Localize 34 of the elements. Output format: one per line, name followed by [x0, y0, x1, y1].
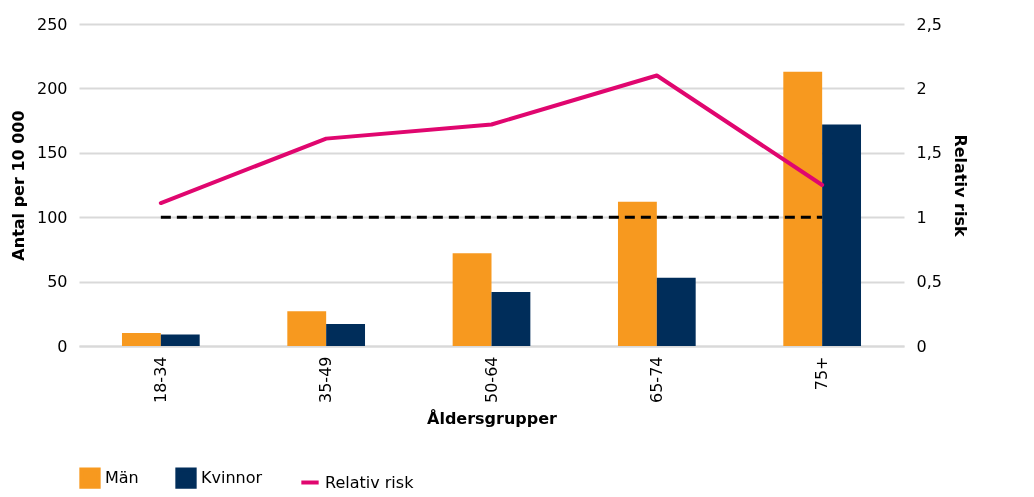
y-tick-label: 150 [36, 143, 68, 163]
bar [326, 324, 366, 346]
y2-tick-label: 1 [916, 207, 927, 227]
x-tick-label: 75+ [812, 356, 832, 391]
y-tick-label: 100 [36, 207, 68, 227]
x-tick-label: 18-34 [150, 356, 170, 403]
y2-tick-label: 2 [916, 78, 927, 98]
legend-label: Relativ risk [325, 472, 415, 492]
bar [656, 277, 696, 346]
bar [160, 334, 200, 346]
bar [491, 291, 531, 346]
x-axis-title: Åldersgrupper [427, 408, 558, 428]
bar [822, 124, 862, 346]
y-tick-label: 250 [36, 14, 68, 34]
y-axis-title: Antal per 10 000 [8, 110, 28, 261]
y2-tick-label: 0 [916, 336, 927, 356]
legend-label: Kvinnor [201, 468, 263, 488]
y-tick-label: 200 [36, 78, 68, 98]
bar [783, 71, 823, 346]
y2-tick-label: 2,5 [916, 14, 942, 34]
bar [287, 311, 327, 346]
x-tick-label: 65-74 [646, 356, 666, 403]
x-tick-label: 50-64 [481, 356, 501, 403]
y-tick-label: 50 [47, 272, 68, 292]
x-tick-label: 35-49 [316, 356, 336, 403]
bar [121, 333, 161, 346]
y2-tick-label: 1,5 [916, 143, 942, 163]
bar [617, 201, 657, 346]
legend-label: Män [105, 468, 139, 488]
y2-tick-label: 0,5 [916, 272, 942, 292]
line-series [158, 73, 825, 206]
y2-axis-title: Relativ risk [950, 134, 970, 237]
y-tick-label: 0 [57, 336, 68, 356]
bar [452, 253, 492, 346]
